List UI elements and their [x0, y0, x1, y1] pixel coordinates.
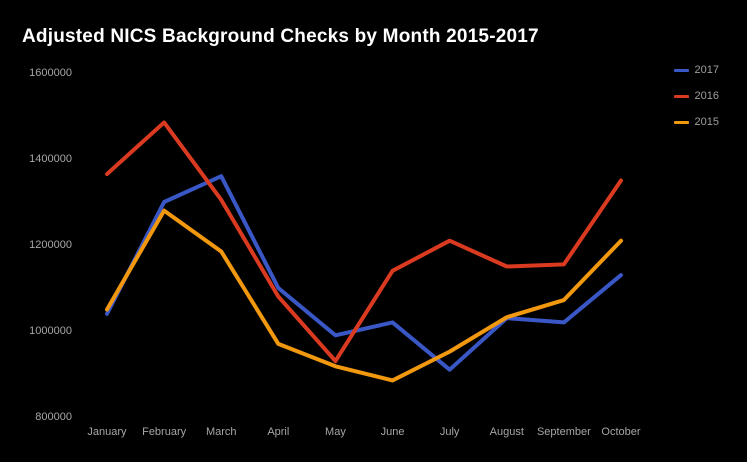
x-axis-label-march: March — [205, 426, 237, 438]
x-axis-label-october: October — [601, 426, 641, 438]
x-axis-label-april: April — [267, 426, 290, 438]
x-axis-label-may: May — [325, 426, 346, 438]
series-line-2017 — [105, 174, 623, 372]
x-axis-label-january: January — [87, 426, 127, 438]
legend-label: 2015 — [694, 116, 719, 128]
legend-label: 2017 — [694, 64, 719, 76]
y-axis-tick-label: 1400000 — [29, 153, 72, 165]
x-axis-label-february: February — [142, 426, 187, 438]
legend-item-2015[interactable]: 2015 — [673, 116, 719, 128]
y-axis-tick-label: 1000000 — [29, 325, 72, 337]
series-line-2015 — [105, 208, 623, 383]
series-line-2016 — [105, 120, 623, 364]
y-axis-tick-label: 1600000 — [29, 67, 72, 79]
legend-swatch-icon — [673, 94, 689, 98]
x-axis-label-september: September — [536, 426, 591, 438]
legend-item-2016[interactable]: 2016 — [673, 90, 719, 102]
y-axis-tick-label: 800000 — [35, 411, 72, 423]
legend-label: 2016 — [694, 90, 719, 102]
legend-swatch-icon — [673, 120, 689, 124]
x-axis-label-june: June — [380, 426, 405, 438]
legend: 2017 2016 2015 — [673, 64, 719, 128]
legend-swatch-icon — [673, 68, 689, 72]
chart-title: Adjusted NICS Background Checks by Month… — [22, 26, 539, 47]
x-axis-label-august: August — [489, 426, 524, 438]
x-axis-label-july: July — [439, 426, 460, 438]
y-axis-tick-label: 1200000 — [29, 239, 72, 251]
legend-item-2017[interactable]: 2017 — [673, 64, 719, 76]
